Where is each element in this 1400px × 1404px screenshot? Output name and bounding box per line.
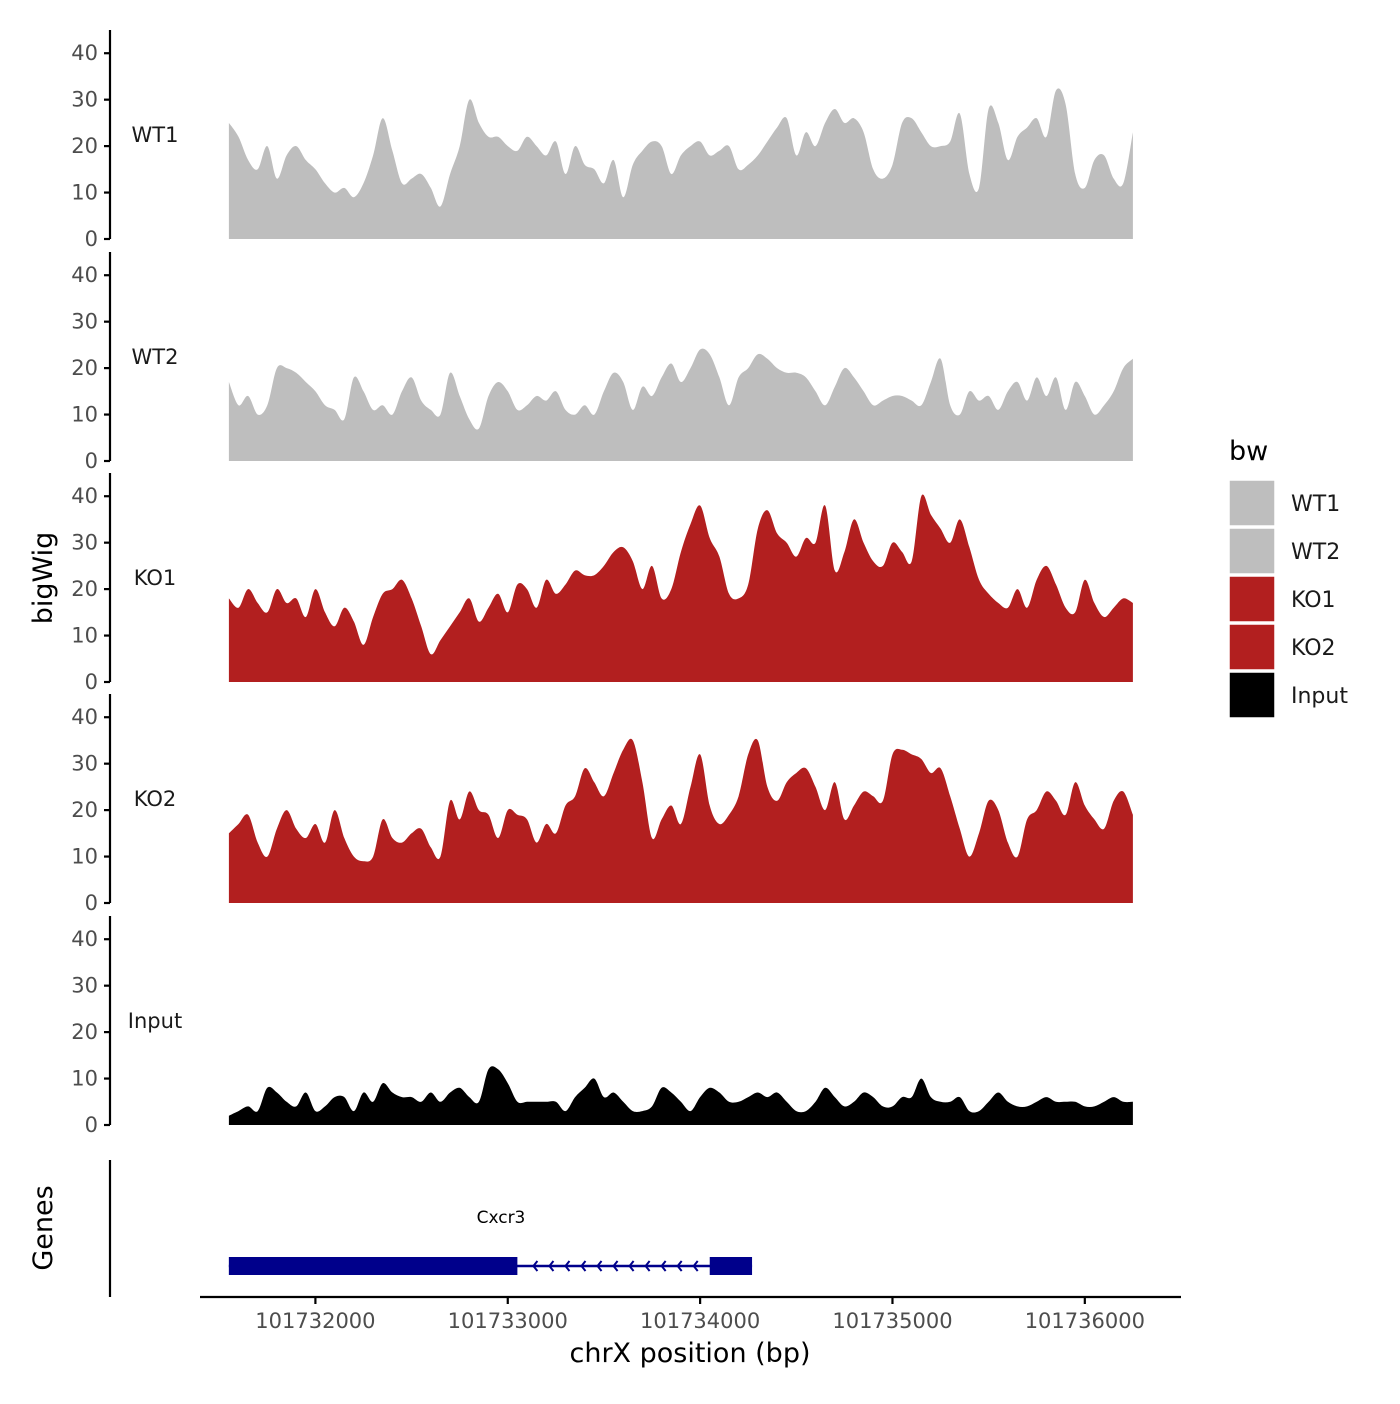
y-tick-label: 0	[85, 227, 98, 251]
gene-label: Cxcr3	[477, 1208, 526, 1228]
y-tick-label: 10	[71, 1067, 98, 1091]
x-axis: 101732000 101733000 101734000 101735000 1017…	[200, 1295, 1181, 1333]
y-tick-label: 0	[85, 891, 98, 915]
strand-arrow	[676, 1260, 683, 1272]
signal-tracks: 0 10 20 30 40 WT1 0 10 20 30 40 WT2 0 10 20 30 40 KO1 0 10 2…	[71, 30, 1133, 1137]
legend-label-input: Input	[1291, 684, 1348, 709]
strand-arrow	[564, 1260, 571, 1272]
strand-arrow	[612, 1260, 619, 1272]
strand-arrow	[628, 1260, 635, 1272]
y-axis-title: bigWig	[28, 532, 59, 625]
gene-exon	[709, 1257, 753, 1275]
y-tick-label: 20	[71, 577, 98, 601]
gene-track-title: Genes	[28, 1185, 59, 1270]
track-label-ko2: KO2	[134, 787, 177, 811]
legend-label-ko1: KO1	[1291, 588, 1336, 613]
y-tick-label: 20	[71, 134, 98, 158]
y-tick-label: 30	[71, 310, 98, 334]
y-tick-label: 10	[71, 181, 98, 205]
y-tick-label: 30	[71, 88, 98, 112]
track-input: 0 10 20 30 40 Input	[71, 916, 1133, 1137]
y-tick-label: 0	[85, 1113, 98, 1137]
legend-label-wt2: WT2	[1291, 540, 1340, 565]
y-tick-label: 20	[71, 356, 98, 380]
y-tick-label: 0	[85, 670, 98, 694]
track-ko1: 0 10 20 30 40 KO1	[71, 473, 1133, 694]
legend-swatch-wt1	[1228, 479, 1276, 527]
legend-title: bw	[1229, 436, 1268, 467]
track-ko2: 0 10 20 30 40 KO2	[71, 694, 1133, 915]
y-tick-label: 40	[71, 484, 98, 508]
legend: bw WT1 WT2 KO1 KO2 Input	[1228, 436, 1348, 719]
area-input	[228, 1066, 1133, 1125]
track-wt1: 0 10 20 30 40 WT1	[71, 30, 1133, 251]
legend-swatch-input	[1228, 671, 1276, 719]
y-tick-label: 20	[71, 798, 98, 822]
area-ko1	[228, 494, 1133, 682]
legend-label-ko2: KO2	[1291, 636, 1336, 661]
y-tick-label: 40	[71, 263, 98, 287]
track-label-wt2: WT2	[132, 345, 179, 369]
track-label-ko1: KO1	[134, 566, 177, 590]
legend-swatch-ko2	[1228, 623, 1276, 671]
y-tick-label: 30	[71, 752, 98, 776]
strand-arrow	[644, 1260, 651, 1272]
strand-arrow	[532, 1260, 539, 1272]
gene-track: Cxcr3	[108, 1160, 753, 1297]
y-tick-label: 30	[71, 974, 98, 998]
strand-arrow	[548, 1260, 555, 1272]
y-tick-label: 0	[85, 449, 98, 473]
strand-arrow	[692, 1260, 699, 1272]
track-label-input: Input	[128, 1009, 182, 1033]
area-wt2	[228, 348, 1133, 461]
area-wt1	[228, 88, 1133, 239]
y-tick-label: 10	[71, 403, 98, 427]
legend-label-wt1: WT1	[1291, 492, 1340, 517]
legend-swatch-ko1	[1228, 575, 1276, 623]
strand-arrow	[596, 1260, 603, 1272]
strand-arrow	[580, 1260, 587, 1272]
y-tick-label: 10	[71, 845, 98, 869]
y-tick-label: 40	[71, 41, 98, 65]
strand-arrow	[660, 1260, 667, 1272]
y-tick-label: 40	[71, 705, 98, 729]
y-tick-label: 10	[71, 624, 98, 648]
track-wt2: 0 10 20 30 40 WT2	[71, 252, 1133, 473]
x-axis-title: chrX position (bp)	[569, 1338, 810, 1369]
area-ko2	[228, 738, 1133, 903]
track-label-wt1: WT1	[132, 123, 179, 147]
gene-cxcr3: Cxcr3	[228, 1208, 753, 1275]
y-tick-label: 30	[71, 531, 98, 555]
legend-swatch-wt2	[1228, 527, 1276, 575]
x-tick-label: 101733000	[448, 1309, 568, 1333]
x-tick-label: 101735000	[832, 1309, 952, 1333]
y-tick-label: 40	[71, 927, 98, 951]
x-tick-label: 101734000	[640, 1309, 760, 1333]
y-tick-label: 20	[71, 1020, 98, 1044]
x-tick-label: 101736000	[1025, 1309, 1145, 1333]
x-tick-label: 101732000	[255, 1309, 375, 1333]
gene-exon	[228, 1257, 518, 1275]
